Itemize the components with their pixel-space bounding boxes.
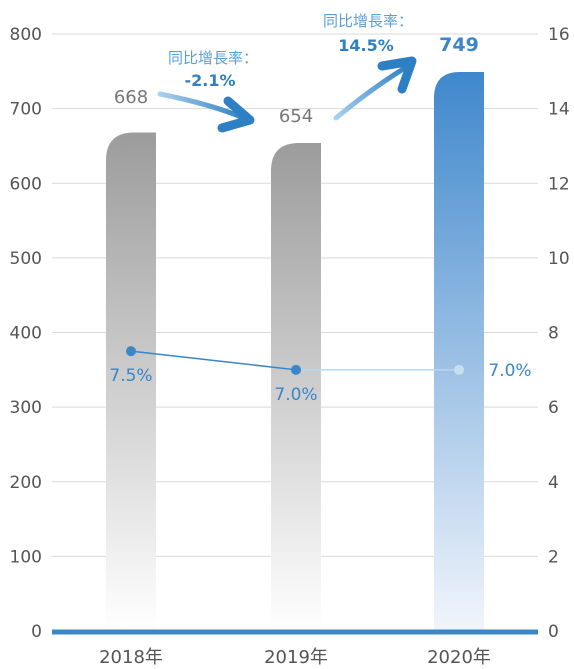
y-tick-label: 600 — [10, 174, 42, 194]
annotation-label: 同比增長率： — [323, 12, 413, 30]
category-label: 2019年 — [264, 647, 328, 668]
y2-tick-label: 6 — [548, 398, 559, 418]
bar — [434, 72, 484, 632]
axes: 0 100 200 300 400 500 600 700 800 0 2 4 6 8 10 12 14 16 20… — [10, 25, 570, 668]
y2-tick-label: 4 — [548, 473, 559, 493]
y-tick-label: 100 — [10, 547, 42, 567]
bar — [271, 142, 321, 631]
y2-tick-label: 8 — [548, 324, 559, 344]
y2-tick-label: 0 — [548, 622, 559, 642]
line-segment — [130, 350, 297, 371]
y-tick-label: 500 — [10, 249, 42, 269]
line-point — [291, 364, 301, 375]
y-tick-label: 300 — [10, 398, 42, 418]
bar-value-label: 668 — [114, 87, 148, 108]
percent-label: 7.0% — [488, 361, 531, 381]
bar-value-label: 654 — [279, 106, 313, 127]
line-point — [454, 364, 464, 375]
annotations: 同比增長率： -2.1% 同比增長率： 14.5% — [157, 12, 417, 133]
category-label: 2020年 — [427, 647, 491, 668]
arrow-head-icon — [377, 56, 417, 94]
percent-label: 7.0% — [274, 385, 317, 405]
annotation-value: -2.1% — [184, 71, 235, 90]
y2-tick-label: 12 — [548, 174, 570, 194]
labels: 7.5% 7.0% 7.0% 668 654 749 — [109, 34, 531, 405]
growth-line — [126, 346, 464, 375]
arrow-down-icon — [157, 91, 247, 121]
bar — [106, 132, 156, 631]
annotation-value: 14.5% — [338, 36, 394, 55]
line-point — [126, 346, 136, 357]
arrow-head-icon — [217, 96, 255, 133]
y-tick-label: 700 — [10, 100, 42, 120]
y-tick-label: 0 — [31, 622, 42, 642]
y-tick-label: 200 — [10, 473, 42, 493]
y-tick-label: 400 — [10, 324, 42, 344]
annotation-label: 同比增長率： — [168, 49, 258, 67]
arrow-up-icon — [333, 63, 411, 121]
category-label: 2018年 — [99, 647, 163, 668]
bars — [106, 72, 484, 632]
y2-tick-label: 10 — [548, 249, 570, 269]
y2-tick-label: 2 — [548, 547, 559, 567]
y2-tick-label: 16 — [548, 25, 570, 45]
y2-tick-label: 14 — [548, 100, 570, 120]
percent-label: 7.5% — [109, 366, 152, 386]
y-tick-label: 800 — [10, 25, 42, 45]
bar-value-label: 749 — [439, 34, 479, 56]
